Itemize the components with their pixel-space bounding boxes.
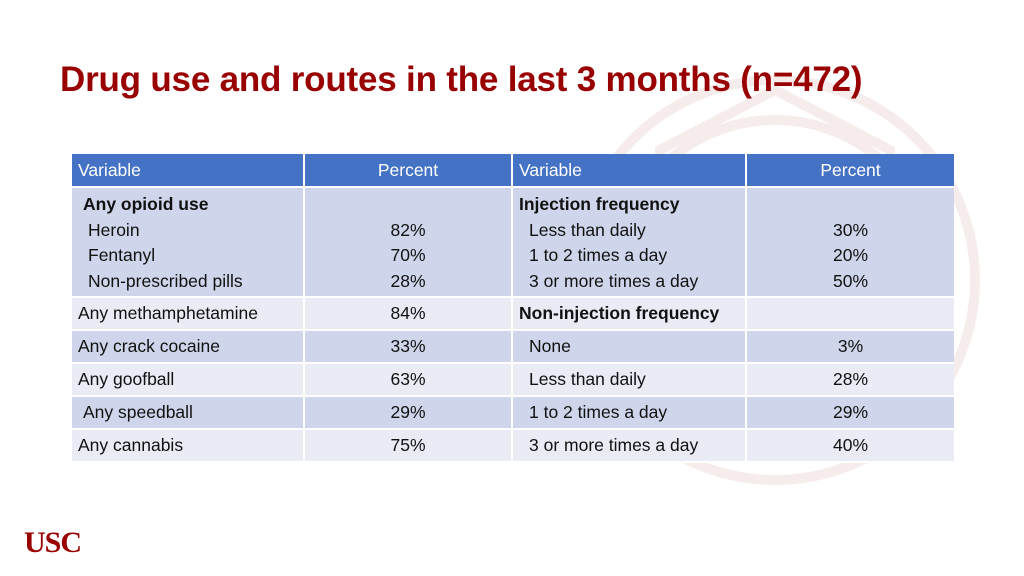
table-row: Any goofball 63% Less than daily 28%	[72, 363, 954, 397]
table-row-opioid-injection: Any opioid use Heroin Fentanyl Non-presc…	[72, 187, 954, 298]
opioid-item-label: Non-prescribed pills	[88, 270, 243, 291]
row-left-label-text: Any speedball	[83, 402, 193, 422]
row-right-label-text: 1 to 2 times a day	[529, 402, 668, 422]
table-row: Any methamphetamine 84% Non-injection fr…	[72, 297, 954, 331]
injection-block-values: 30% 20% 50%	[746, 187, 954, 298]
row-right-label: None	[512, 330, 747, 364]
injection-item-value: 50%	[832, 270, 869, 291]
injection-item-value: 20%	[832, 245, 869, 265]
opioid-item-value: 28%	[390, 270, 426, 291]
usc-logo: USC	[24, 526, 82, 559]
injection-heading: Injection frequency	[519, 194, 680, 214]
opioid-item-label: Heroin	[88, 219, 140, 240]
opioid-block-labels: Any opioid use Heroin Fentanyl Non-presc…	[72, 187, 305, 298]
table-row: Any speedball 29% 1 to 2 times a day 29%	[72, 396, 954, 430]
row-right-value: 28%	[746, 363, 954, 397]
table-row: Any cannabis 75% 3 or more times a day 4…	[72, 429, 954, 463]
header-variable-right: Variable	[512, 154, 747, 188]
opioid-block-values: 82% 70% 28%	[304, 187, 513, 298]
row-right-label: Non-injection frequency	[512, 297, 747, 331]
row-right-label-text: 3 or more times a day	[529, 435, 699, 455]
row-right-value: 3%	[746, 330, 954, 364]
row-right-label: Less than daily	[512, 363, 747, 397]
row-right-label: 1 to 2 times a day	[512, 396, 747, 430]
drug-use-table: Variable Percent Variable Percent Any op…	[72, 154, 954, 463]
opioid-item-label: Fentanyl	[88, 245, 156, 265]
injection-item-label: 3 or more times a day	[529, 270, 699, 291]
header-percent-right: Percent	[746, 154, 954, 188]
row-left-label: Any goofball	[72, 363, 305, 397]
row-left-value: 29%	[304, 396, 513, 430]
table-row: Any crack cocaine 33% None 3%	[72, 330, 954, 364]
injection-item-label: Less than daily	[529, 219, 646, 240]
row-right-value	[746, 297, 954, 331]
row-left-value: 84%	[304, 297, 513, 331]
row-left-label: Any cannabis	[72, 429, 305, 463]
table-header-row: Variable Percent Variable Percent	[72, 154, 954, 188]
row-right-value: 29%	[746, 396, 954, 430]
injection-item-label: 1 to 2 times a day	[529, 245, 668, 265]
row-right-label-text: Less than daily	[529, 369, 646, 389]
row-left-label: Any speedball	[72, 396, 305, 430]
row-left-label: Any methamphetamine	[72, 297, 305, 331]
row-right-label: 3 or more times a day	[512, 429, 747, 463]
row-left-value: 75%	[304, 429, 513, 463]
opioid-heading: Any opioid use	[83, 194, 209, 214]
injection-block-labels: Injection frequency Less than daily 1 to…	[512, 187, 747, 298]
opioid-item-value: 82%	[390, 219, 426, 240]
row-left-label: Any crack cocaine	[72, 330, 305, 364]
header-percent-left: Percent	[304, 154, 513, 188]
header-variable-left: Variable	[72, 154, 305, 188]
row-right-value: 40%	[746, 429, 954, 463]
row-left-value: 33%	[304, 330, 513, 364]
page-title: Drug use and routes in the last 3 months…	[60, 60, 863, 99]
row-left-value: 63%	[304, 363, 513, 397]
row-right-label-text: None	[529, 336, 571, 356]
injection-item-value: 30%	[832, 219, 869, 240]
opioid-item-value: 70%	[390, 245, 426, 265]
